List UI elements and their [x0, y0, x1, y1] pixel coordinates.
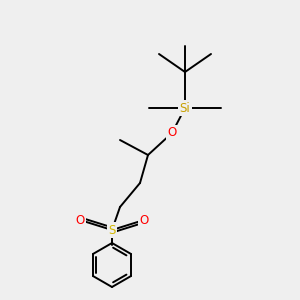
Text: O: O	[167, 127, 177, 140]
Text: O: O	[140, 214, 148, 226]
Text: Si: Si	[180, 101, 190, 115]
Text: O: O	[75, 214, 85, 226]
Text: S: S	[108, 224, 116, 236]
